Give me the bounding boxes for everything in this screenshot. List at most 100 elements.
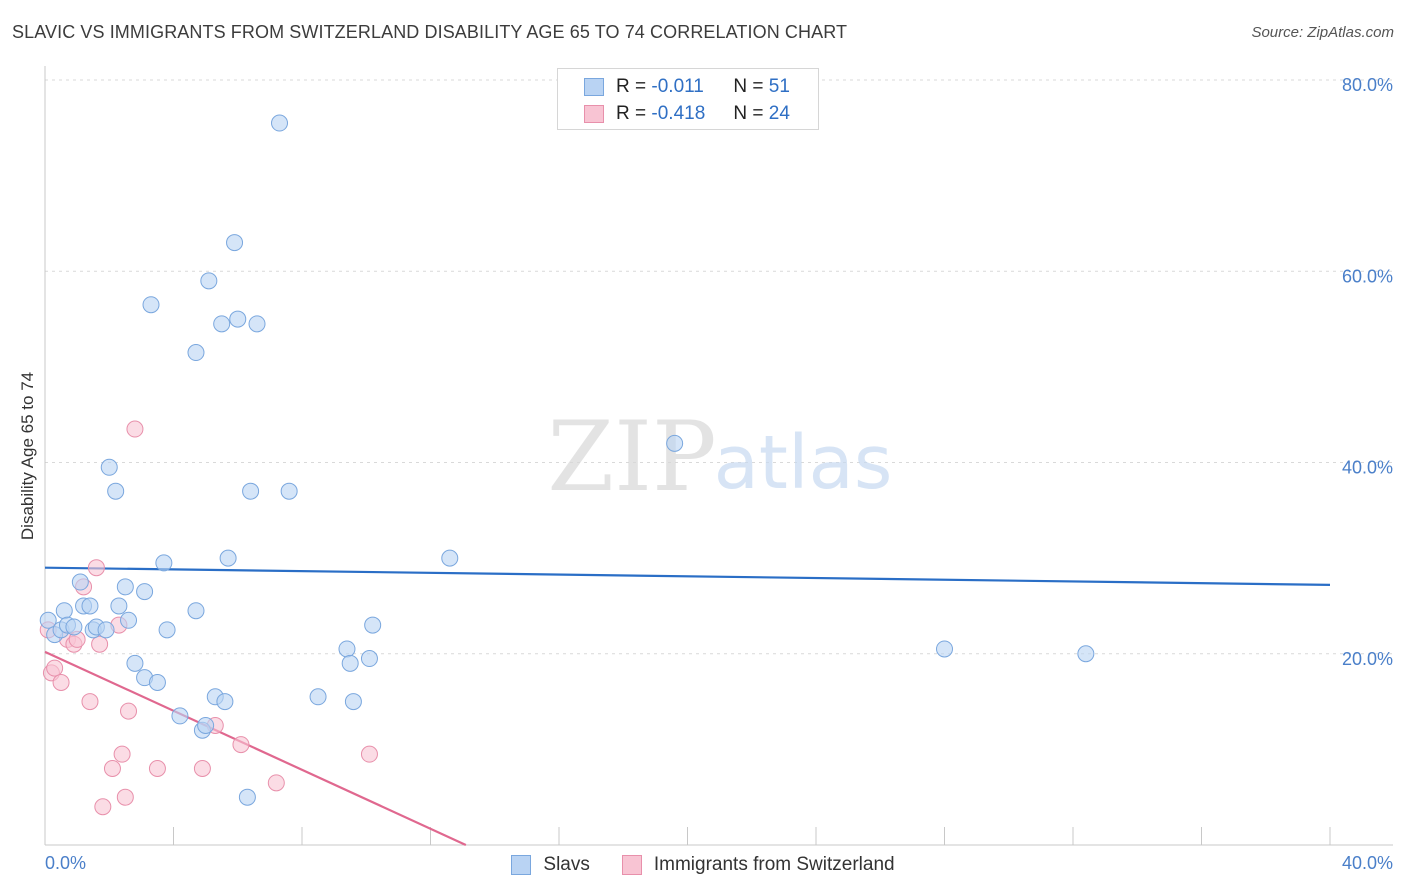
data-point-slavs <box>126 654 144 672</box>
stats-legend: R = -0.011 N = 51 R = -0.418 N = 24 <box>557 68 819 130</box>
data-point-slavs <box>360 650 378 668</box>
data-point-slavs <box>216 693 234 711</box>
data-point-slavs <box>441 549 459 567</box>
data-point-slavs <box>364 616 382 634</box>
data-point-immigrants <box>116 788 134 806</box>
data-point-slavs <box>116 578 134 596</box>
legend-swatch-slavs <box>511 855 532 875</box>
data-point-slavs <box>248 315 266 333</box>
y-tick-label: 20.0% <box>1342 649 1393 669</box>
data-point-slavs <box>142 296 160 314</box>
data-point-slavs <box>155 554 173 572</box>
data-point-slavs <box>107 482 125 500</box>
data-point-immigrants <box>113 745 131 763</box>
data-point-immigrants <box>87 559 105 577</box>
data-point-slavs <box>110 597 128 615</box>
legend-n-value: 51 <box>768 76 790 97</box>
trend-lines <box>44 566 1331 846</box>
watermark-zip: ZIP <box>547 401 716 513</box>
trend-line-slavs <box>44 566 1331 586</box>
data-point-slavs <box>71 573 89 591</box>
data-point-immigrants <box>120 702 138 720</box>
data-point-slavs <box>55 602 73 620</box>
x-axis-ticks: 0.0% 40.0% <box>45 853 1393 873</box>
series-slavs <box>39 114 1095 806</box>
data-point-slavs <box>309 688 327 706</box>
data-point-slavs <box>39 611 57 629</box>
data-point-slavs <box>226 234 244 252</box>
data-point-slavs <box>238 788 256 806</box>
legend-swatch-slavs <box>584 78 604 96</box>
data-point-immigrants <box>94 798 112 816</box>
series-legend: Slavs Immigrants from Switzerland <box>0 852 1406 878</box>
series-immigrants-from-switzerland <box>39 420 378 816</box>
data-point-immigrants <box>103 760 121 777</box>
data-point-slavs <box>936 640 953 658</box>
data-point-immigrants <box>91 635 109 653</box>
x-tick-label: 40.0% <box>1342 853 1393 873</box>
y-tick-label: 60.0% <box>1342 266 1393 286</box>
data-point-immigrants <box>126 420 144 438</box>
legend-n-label: N = <box>733 76 764 97</box>
data-point-slavs <box>136 583 154 601</box>
data-point-slavs <box>187 344 205 362</box>
y-axis-label: Disability Age 65 to 74 <box>18 372 37 540</box>
data-point-immigrants <box>193 760 211 777</box>
legend-label-immigrants: Immigrants from Switzerland <box>653 854 895 875</box>
data-point-slavs <box>1077 645 1095 663</box>
legend-swatch-immigrants <box>584 105 604 123</box>
data-point-slavs <box>280 482 298 500</box>
legend-r-value: -0.418 <box>651 103 706 124</box>
data-point-immigrants <box>232 736 250 754</box>
legend-row-immigrants: R = -0.418 N = 24 <box>584 102 790 126</box>
data-point-slavs <box>242 482 260 500</box>
axes <box>44 66 1393 846</box>
data-point-slavs <box>213 315 231 333</box>
legend-n-value: 24 <box>768 103 790 124</box>
data-point-immigrants <box>81 693 99 711</box>
data-point-slavs <box>344 693 362 711</box>
y-axis-ticks: 20.0% 40.0% 60.0% 80.0% <box>1342 75 1393 669</box>
legend-r-label: R = <box>616 76 647 97</box>
data-point-slavs <box>81 597 99 615</box>
data-point-slavs <box>97 621 115 639</box>
data-point-immigrants <box>267 774 285 792</box>
legend-r-label: R = <box>616 103 647 124</box>
legend-label-slavs: Slavs <box>543 854 590 875</box>
data-point-slavs <box>666 434 684 452</box>
source-label: Source: ZipAtlas.com <box>1251 24 1394 41</box>
legend-item-immigrants[interactable]: Immigrants from Switzerland <box>621 854 895 876</box>
legend-r-value: -0.011 <box>651 76 704 97</box>
data-point-immigrants <box>360 745 378 763</box>
data-point-slavs <box>200 272 218 290</box>
data-point-slavs <box>271 114 289 132</box>
data-point-slavs <box>229 310 247 328</box>
y-tick-label: 80.0% <box>1342 75 1393 95</box>
legend-row-slavs: R = -0.011 N = 51 <box>584 75 790 99</box>
watermark: ZIP atlas <box>547 401 892 513</box>
data-point-immigrants <box>46 659 64 677</box>
data-point-slavs <box>171 707 189 725</box>
legend-swatch-immigrants <box>621 855 642 875</box>
data-point-slavs <box>219 549 237 567</box>
data-point-slavs <box>158 621 176 639</box>
data-point-slavs <box>341 654 359 672</box>
gridlines <box>45 79 1393 655</box>
data-point-slavs <box>100 458 118 476</box>
data-point-slavs <box>148 673 166 691</box>
data-point-slavs <box>197 716 215 734</box>
legend-item-slavs[interactable]: Slavs <box>511 854 590 876</box>
x-tick-label: 0.0% <box>45 853 86 873</box>
trend-line-immigrants <box>44 650 467 846</box>
chart-title: SLAVIC VS IMMIGRANTS FROM SWITZERLAND DI… <box>12 22 848 42</box>
data-point-slavs <box>120 611 138 629</box>
data-point-slavs <box>338 640 356 658</box>
data-point-immigrants <box>52 673 70 691</box>
data-point-slavs <box>187 602 205 620</box>
y-tick-label: 40.0% <box>1342 458 1393 478</box>
data-point-slavs <box>65 618 83 636</box>
legend-n-label: N = <box>733 103 764 124</box>
watermark-atlas: atlas <box>714 420 893 506</box>
data-point-immigrants <box>148 760 166 777</box>
